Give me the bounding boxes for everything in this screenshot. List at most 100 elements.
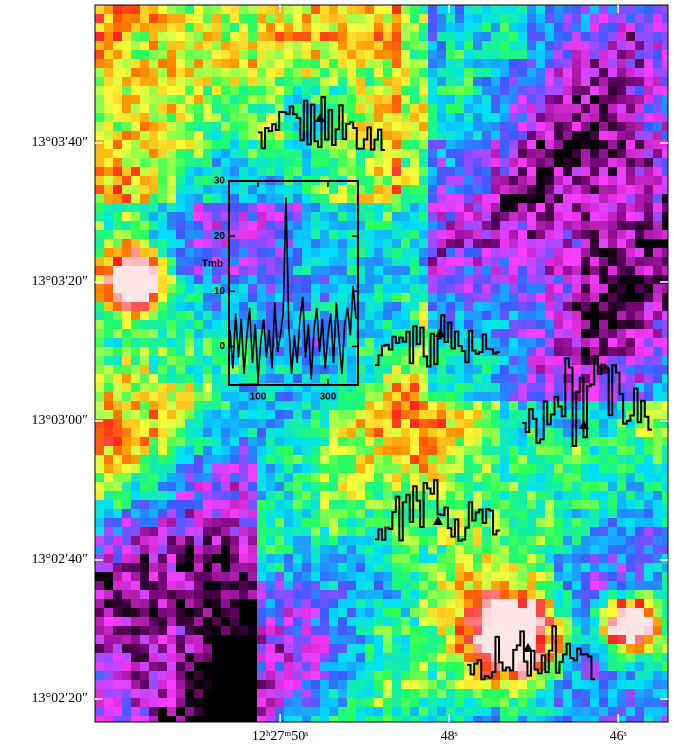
map-pixel [320,257,329,266]
map-pixel [635,599,644,608]
map-pixel [626,41,635,50]
map-pixel [203,473,212,482]
map-pixel [473,392,482,401]
map-pixel [230,545,239,554]
map-pixel [122,671,131,680]
map-pixel [554,158,563,167]
map-pixel [536,680,545,689]
map-pixel [257,680,266,689]
map-pixel [158,113,167,122]
map-pixel [329,599,338,608]
map-pixel [590,662,599,671]
map-pixel [113,257,122,266]
map-pixel [500,311,509,320]
map-pixel [176,554,185,563]
map-pixel [176,338,185,347]
map-pixel [320,464,329,473]
map-pixel [302,464,311,473]
map-pixel [473,158,482,167]
map-pixel [356,545,365,554]
map-pixel [356,347,365,356]
map-pixel [176,635,185,644]
map-pixel [527,293,536,302]
map-pixel [437,212,446,221]
map-pixel [626,284,635,293]
map-pixel [329,671,338,680]
map-pixel [581,410,590,419]
map-pixel [320,680,329,689]
map-pixel [509,50,518,59]
map-pixel [275,221,284,230]
map-pixel [617,239,626,248]
map-pixel [347,437,356,446]
map-pixel [410,356,419,365]
map-pixel [554,230,563,239]
map-pixel [131,167,140,176]
map-pixel [563,95,572,104]
map-pixel [356,77,365,86]
map-pixel [518,644,527,653]
map-pixel [536,14,545,23]
map-pixel [95,365,104,374]
map-pixel [302,311,311,320]
map-pixel [644,41,653,50]
map-pixel [428,464,437,473]
map-pixel [374,176,383,185]
map-pixel [230,554,239,563]
map-pixel [383,32,392,41]
map-pixel [311,473,320,482]
map-pixel [626,428,635,437]
map-pixel [617,311,626,320]
map-pixel [131,662,140,671]
map-pixel [383,662,392,671]
map-pixel [284,608,293,617]
map-pixel [626,572,635,581]
map-pixel [176,302,185,311]
map-pixel [320,140,329,149]
map-pixel [275,95,284,104]
map-pixel [185,563,194,572]
map-pixel [536,221,545,230]
map-pixel [347,59,356,68]
map-pixel [545,608,554,617]
map-pixel [293,50,302,59]
map-pixel [266,302,275,311]
map-pixel [662,212,668,221]
map-pixel [284,581,293,590]
map-pixel [113,635,122,644]
map-pixel [626,374,635,383]
map-pixel [536,140,545,149]
map-pixel [104,104,113,113]
map-pixel [473,347,482,356]
map-pixel [554,50,563,59]
map-pixel [95,50,104,59]
map-pixel [329,338,338,347]
map-pixel [158,212,167,221]
map-pixel [635,140,644,149]
map-pixel [536,518,545,527]
map-pixel [662,365,668,374]
map-pixel [581,554,590,563]
map-pixel [428,266,437,275]
map-pixel [608,14,617,23]
map-pixel [230,608,239,617]
map-pixel [581,14,590,23]
map-pixel [302,626,311,635]
map-pixel [527,131,536,140]
map-pixel [365,374,374,383]
map-pixel [491,626,500,635]
map-pixel [518,581,527,590]
map-pixel [122,68,131,77]
map-pixel [608,599,617,608]
map-pixel [608,41,617,50]
map-pixel [320,293,329,302]
map-pixel [338,374,347,383]
map-pixel [95,311,104,320]
map-pixel [104,41,113,50]
map-pixel [266,491,275,500]
map-pixel [482,41,491,50]
map-pixel [176,122,185,131]
map-pixel [401,527,410,536]
map-pixel [509,113,518,122]
map-pixel [302,284,311,293]
